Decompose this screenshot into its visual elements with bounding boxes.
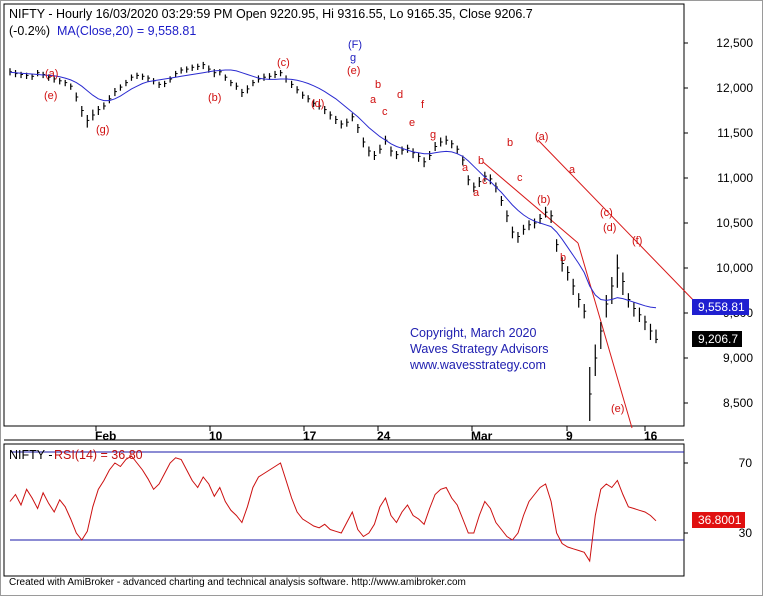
x-tick-label: 9 bbox=[566, 429, 573, 443]
wave-label: (d) bbox=[603, 222, 616, 234]
wave-label: c bbox=[517, 172, 523, 184]
x-tick-label: 24 bbox=[377, 429, 391, 443]
wave-label: (F) bbox=[348, 39, 362, 51]
price-panel-border bbox=[3, 3, 685, 427]
wave-labels: (e)(g)(b)(c)(d)(a)(F)g(e)abcdefgabcabc(a… bbox=[44, 39, 642, 415]
wave-label: f bbox=[421, 99, 425, 111]
wave-label: a bbox=[569, 164, 576, 176]
y-tick-label: 11,500 bbox=[717, 126, 753, 140]
wave-label: e bbox=[409, 117, 415, 129]
wave-label: g bbox=[350, 52, 356, 64]
wave-label: a bbox=[462, 162, 469, 174]
wave-label: (b) bbox=[537, 194, 550, 206]
wave-label: b bbox=[478, 155, 484, 167]
copyright-line-2: Waves Strategy Advisors bbox=[410, 342, 549, 356]
x-tick-label: Mar bbox=[471, 429, 493, 443]
y-tick-label: 9,000 bbox=[723, 351, 753, 365]
wave-label: (c) bbox=[600, 207, 613, 219]
y-tick-label: 11,000 bbox=[717, 171, 753, 185]
y-tick-label: 10,500 bbox=[716, 216, 753, 230]
wave-label: (e) bbox=[611, 403, 624, 415]
close-value-tag: 9,206.7 bbox=[692, 331, 743, 347]
chart-title: NIFTY - Hourly 16/03/2020 03:29:59 PM Op… bbox=[9, 7, 533, 21]
wave-label: (f) bbox=[632, 235, 642, 247]
trendline-lower-b bbox=[577, 242, 633, 429]
ma-value-tag: 9,558.81 bbox=[692, 299, 749, 315]
wave-label: a bbox=[473, 187, 480, 199]
rsi-tick-label: 30 bbox=[739, 526, 753, 540]
rsi-legend: RSI(14) = 36.80 bbox=[54, 448, 143, 462]
x-tick-label: 16 bbox=[644, 429, 658, 443]
trendline-upper bbox=[537, 139, 700, 307]
wave-label: b bbox=[507, 137, 513, 149]
ma-change: (-0.2%) bbox=[9, 24, 50, 38]
wave-label: (a) bbox=[45, 68, 58, 80]
trendline-lower-a bbox=[482, 161, 579, 244]
wave-label: (c) bbox=[277, 57, 290, 69]
wave-label: c bbox=[382, 106, 388, 118]
wave-label: (b) bbox=[208, 92, 221, 104]
footer-credit: Created with AmiBroker - advanced charti… bbox=[9, 577, 466, 588]
wave-label: c bbox=[482, 175, 488, 187]
rsi-panel-border bbox=[3, 443, 685, 577]
copyright-line-1: Copyright, March 2020 bbox=[410, 326, 537, 340]
x-tick-label: 17 bbox=[303, 429, 317, 443]
wave-label: b bbox=[560, 252, 566, 264]
rsi-y-axis: 70 30 bbox=[684, 456, 752, 540]
wave-label: b bbox=[375, 79, 381, 91]
rsi-tick-label: 70 bbox=[739, 456, 753, 470]
price-bars bbox=[9, 61, 658, 421]
rsi-line bbox=[9, 455, 657, 563]
moving-average-line bbox=[9, 69, 657, 309]
x-axis: Feb 10 17 24 Mar 9 16 bbox=[95, 426, 658, 443]
wave-label: g bbox=[430, 129, 436, 141]
rsi-value-tag: 36.8001 bbox=[692, 512, 746, 528]
y-axis: 12,50012,00011,50011,00010,50010,0009,50… bbox=[684, 36, 753, 410]
y-tick-label: 12,500 bbox=[716, 36, 753, 50]
y-tick-label: 8,500 bbox=[723, 396, 753, 410]
copyright-link[interactable]: www.wavesstrategy.com bbox=[410, 358, 546, 372]
wave-label: a bbox=[370, 94, 377, 106]
y-tick-label: 12,000 bbox=[716, 81, 753, 95]
rsi-title-prefix: NIFTY - bbox=[9, 448, 53, 462]
wave-label: (g) bbox=[96, 124, 109, 136]
x-tick-label: 10 bbox=[209, 429, 223, 443]
ma-legend: MA(Close,20) = 9,558.81 bbox=[57, 24, 197, 38]
trendlines bbox=[482, 139, 700, 429]
wave-label: (e) bbox=[44, 90, 57, 102]
x-tick-label: Feb bbox=[95, 429, 116, 443]
wave-label: (e) bbox=[347, 65, 360, 77]
y-tick-label: 10,000 bbox=[716, 261, 753, 275]
wave-label: (a) bbox=[535, 131, 548, 143]
wave-label: d bbox=[397, 89, 403, 101]
wave-label: (d) bbox=[311, 98, 324, 110]
